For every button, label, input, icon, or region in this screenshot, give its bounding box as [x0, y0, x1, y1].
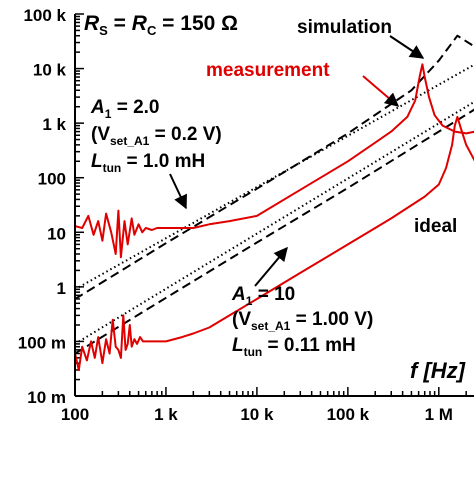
- header-rc: R: [132, 12, 148, 35]
- header-eq: =: [108, 12, 132, 35]
- curves: [75, 34, 474, 371]
- annot2-voltage: (Vset_A1 = 1.00 V): [232, 309, 373, 333]
- annot1-voltage: (Vset_A1 = 0.2 V): [91, 124, 222, 148]
- x-tick-label: 1 k: [154, 405, 178, 424]
- ideal-label: ideal: [414, 216, 457, 237]
- x-tick-label: 100 k: [327, 405, 370, 424]
- header-rs-sub: S: [99, 23, 108, 38]
- simulation-arrow: [389, 35, 425, 59]
- annotation-lower: A1 = 10 (Vset_A1 = 1.00 V) Ltun = 0.11 m…: [231, 246, 373, 359]
- measurement-arrow: [362, 75, 400, 107]
- y-tick-label: 10 m: [27, 388, 66, 407]
- annot1-gain: A1 = 2.0: [90, 97, 160, 121]
- y-tick-label: 1 k: [42, 115, 66, 134]
- header-value: = 150 Ω: [156, 12, 238, 35]
- x-axis-label: f [Hz]: [410, 358, 466, 383]
- header-rs: R: [84, 12, 100, 35]
- annot2-gain: A1 = 10: [231, 284, 295, 308]
- simulation-curve-2: [75, 34, 474, 300]
- simulation-label: simulation: [297, 17, 392, 38]
- ideal-curve-1: [75, 100, 474, 345]
- header-rc-sub: C: [147, 23, 157, 38]
- x-tick-label: 10 k: [240, 405, 274, 424]
- annot1-inductance: Ltun = 1.0 mH: [91, 151, 205, 175]
- y-tick-label: 100 k: [23, 6, 66, 25]
- annotation-upper: A1 = 2.0 (Vset_A1 = 0.2 V) Ltun = 1.0 mH: [90, 97, 222, 210]
- annot2-inductance: Ltun = 0.11 mH: [232, 335, 356, 359]
- y-tick-label: 100: [38, 170, 66, 189]
- measurement-label: measurement: [206, 60, 330, 81]
- measurement-curve-5: [75, 115, 474, 371]
- measurement-curve-4: [75, 63, 474, 259]
- y-tick-label: 1: [57, 279, 66, 298]
- axes: [74, 14, 474, 397]
- y-tick-label: 10: [47, 224, 66, 243]
- tick-labels: 100 1 k 10 k 100 k 1 M 100 k 10 k 1 k 100 10 1 100 …: [18, 6, 453, 424]
- header-label: RS = RC = 150 Ω: [84, 12, 238, 38]
- annot2-arrow: [254, 246, 288, 287]
- x-tick-label: 100: [61, 405, 89, 424]
- simulation-curve-3: [75, 108, 474, 355]
- y-tick-label: 100 m: [18, 333, 66, 352]
- y-tick-label: 10 k: [33, 61, 67, 80]
- annot1-arrow: [169, 173, 187, 210]
- x-tick-label: 1 M: [425, 405, 453, 424]
